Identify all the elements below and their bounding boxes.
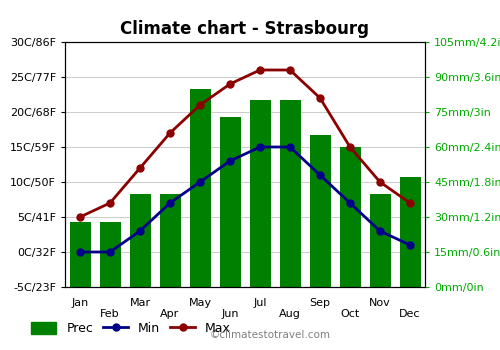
Text: Jan: Jan [72,298,88,308]
Text: Jul: Jul [254,298,267,308]
Bar [310,135,330,287]
Text: Dec: Dec [399,309,421,320]
Bar [370,194,390,287]
Bar [70,222,90,287]
Bar [160,194,180,287]
Text: Apr: Apr [160,309,180,320]
Bar [220,117,240,287]
Title: Climate chart - Strasbourg: Climate chart - Strasbourg [120,20,370,38]
Text: Oct: Oct [340,309,359,320]
Text: Nov: Nov [369,298,391,308]
Text: ©climatestotravel.com: ©climatestotravel.com [210,329,331,340]
Bar [190,89,210,287]
Bar [340,147,360,287]
Bar [130,194,150,287]
Bar [250,100,270,287]
Legend: Prec, Min, Max: Prec, Min, Max [26,317,236,340]
Bar [280,100,300,287]
Text: Jun: Jun [221,309,239,320]
Bar [100,222,120,287]
Bar [400,177,420,287]
Text: Mar: Mar [130,298,150,308]
Text: Aug: Aug [279,309,301,320]
Text: May: May [188,298,212,308]
Text: Feb: Feb [100,309,120,320]
Text: Sep: Sep [310,298,330,308]
